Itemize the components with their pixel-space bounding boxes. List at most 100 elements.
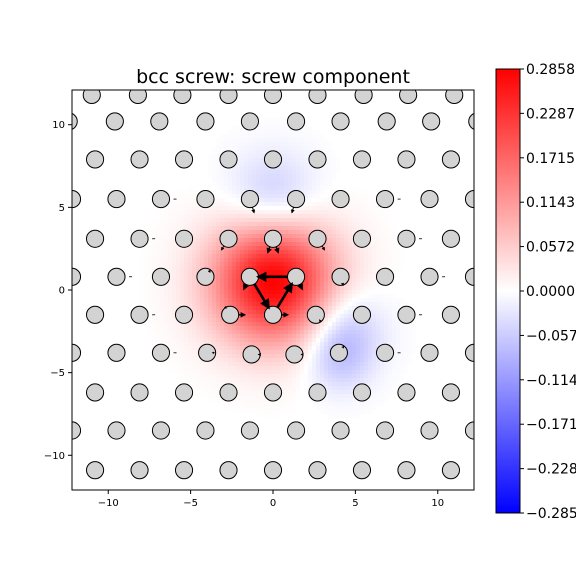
field-cell [376,358,380,362]
field-cell [216,382,220,386]
field-cell [352,358,356,362]
field-cell [304,274,308,278]
field-cell [304,294,308,298]
field-cell [244,134,248,138]
field-cell [252,250,256,254]
field-cell [248,186,252,190]
field-cell [324,410,328,414]
field-cell [364,406,368,410]
field-cell [388,330,392,334]
field-cell [236,370,240,374]
field-cell [236,262,240,266]
field-cell [164,234,168,238]
field-cell [220,302,224,306]
field-cell [340,258,344,262]
field-cell [208,338,212,342]
field-cell [236,302,240,306]
field-cell [272,374,276,378]
field-cell [220,374,224,378]
field-cell [280,130,284,134]
field-cell [332,342,336,346]
field-cell [400,342,404,346]
field-cell [208,366,212,370]
field-cell [364,210,368,214]
field-cell [300,342,304,346]
field-cell [268,414,272,418]
field-cell [324,394,328,398]
field-cell [156,302,160,306]
field-cell [284,242,288,246]
field-cell [140,254,144,258]
field-cell [236,338,240,342]
field-cell [356,370,360,374]
field-cell [276,346,280,350]
field-cell [324,330,328,334]
field-cell [300,158,304,162]
field-cell [260,366,264,370]
field-cell [316,134,320,138]
atom-marker [397,461,416,480]
field-cell [272,262,276,266]
field-cell [216,262,220,266]
field-cell [228,366,232,370]
field-cell [392,278,396,282]
field-cell [284,278,288,282]
field-cell [260,250,264,254]
field-cell [360,226,364,230]
field-cell [304,134,308,138]
field-cell [252,154,256,158]
field-cell [400,378,404,382]
field-cell [208,258,212,262]
field-cell [276,270,280,274]
field-cell [296,342,300,346]
field-cell [332,334,336,338]
field-cell [224,366,228,370]
field-cell [216,290,220,294]
field-cell [252,230,256,234]
field-cell [344,374,348,378]
field-cell [296,330,300,334]
field-cell [192,302,196,306]
field-cell [388,378,392,382]
field-cell [256,170,260,174]
field-cell [328,150,332,154]
field-cell [296,178,300,182]
field-cell [320,378,324,382]
field-cell [224,142,228,146]
field-cell [272,222,276,226]
field-cell [180,278,184,282]
field-cell [372,254,376,258]
field-cell [272,294,276,298]
field-cell [308,382,312,386]
field-cell [252,394,256,398]
field-cell [228,346,232,350]
field-cell [148,258,152,262]
field-cell [240,322,244,326]
field-cell [152,282,156,286]
atom-marker [286,267,306,286]
field-cell [244,186,248,190]
field-cell [292,330,296,334]
field-cell [216,242,220,246]
field-cell [236,362,240,366]
field-cell [320,166,324,170]
field-cell [156,266,160,270]
field-cell [380,330,384,334]
field-cell [324,186,328,190]
field-cell [312,202,316,206]
field-cell [272,130,276,134]
field-cell [312,254,316,258]
field-cell [276,210,280,214]
field-cell [292,166,296,170]
field-cell [288,234,292,238]
field-cell [280,210,284,214]
field-cell [328,298,332,302]
field-cell [192,298,196,302]
field-cell [232,130,236,134]
field-cell [332,310,336,314]
field-cell [312,206,316,210]
field-cell [284,346,288,350]
field-cell [312,170,316,174]
field-cell [188,302,192,306]
field-cell [320,350,324,354]
